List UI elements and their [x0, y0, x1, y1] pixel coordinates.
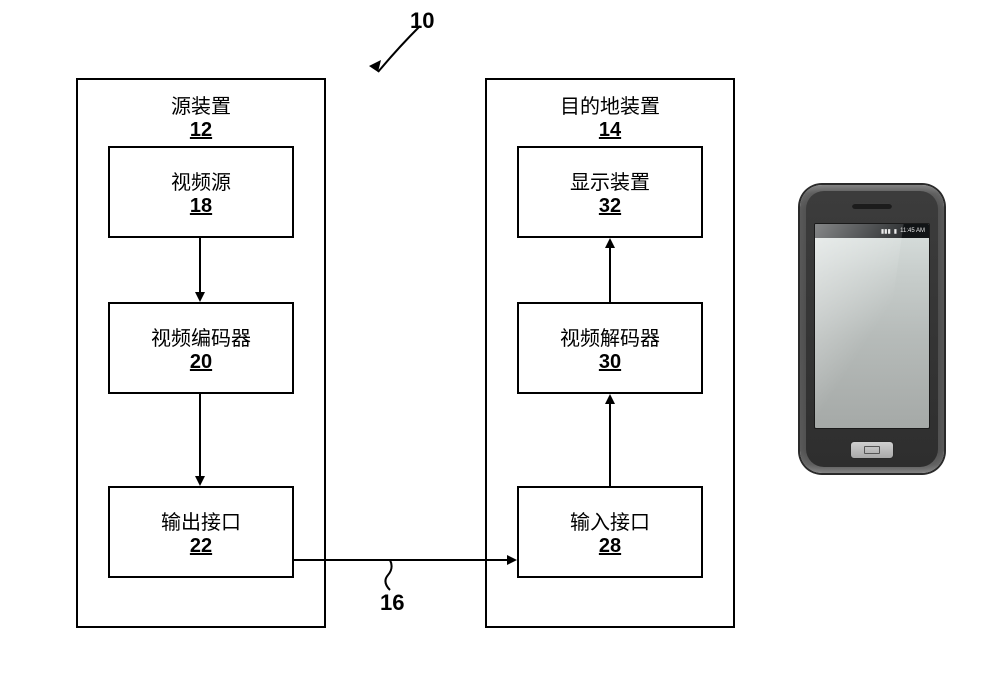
status-time: 11:45 AM [900, 228, 925, 234]
video-source-label: 视频源 [110, 166, 292, 195]
display-device-label: 显示装置 [519, 166, 701, 195]
channel-squiggle [385, 560, 391, 590]
video-decoder-label: 视频解码器 [519, 322, 701, 351]
output-interface-label: 输出接口 [110, 506, 292, 535]
input-interface-box: 输入接口 28 [517, 486, 703, 578]
video-decoder-box: 视频解码器 30 [517, 302, 703, 394]
video-decoder-num: 30 [519, 351, 701, 374]
figure-pointer-head [369, 60, 381, 72]
dest-title: 目的地装置 [487, 90, 733, 119]
phone-home-button [850, 441, 894, 459]
display-device-num: 32 [519, 195, 701, 218]
phone-illustration: ▮▮▮ ▮ 11:45 AM [800, 185, 944, 473]
diagram-canvas: 10 源装置 12 视频源 18 视频编码器 20 输出接口 22 目的地装置 … [0, 0, 1000, 679]
source-num: 12 [78, 119, 324, 142]
video-encoder-box: 视频编码器 20 [108, 302, 294, 394]
video-encoder-label: 视频编码器 [110, 322, 292, 351]
screen-reflection [814, 223, 906, 429]
input-interface-num: 28 [519, 535, 701, 558]
phone-screen: ▮▮▮ ▮ 11:45 AM [814, 223, 930, 429]
video-encoder-num: 20 [110, 351, 292, 374]
video-source-box: 视频源 18 [108, 146, 294, 238]
dest-num: 14 [487, 119, 733, 142]
display-device-box: 显示装置 32 [517, 146, 703, 238]
output-interface-box: 输出接口 22 [108, 486, 294, 578]
input-interface-label: 输入接口 [519, 506, 701, 535]
phone-earpiece [852, 203, 892, 209]
video-source-num: 18 [110, 195, 292, 218]
figure-label-10: 10 [410, 8, 434, 34]
phone-body: ▮▮▮ ▮ 11:45 AM [800, 185, 944, 473]
source-title: 源装置 [78, 90, 324, 119]
channel-label-16: 16 [380, 590, 404, 616]
output-interface-num: 22 [110, 535, 292, 558]
